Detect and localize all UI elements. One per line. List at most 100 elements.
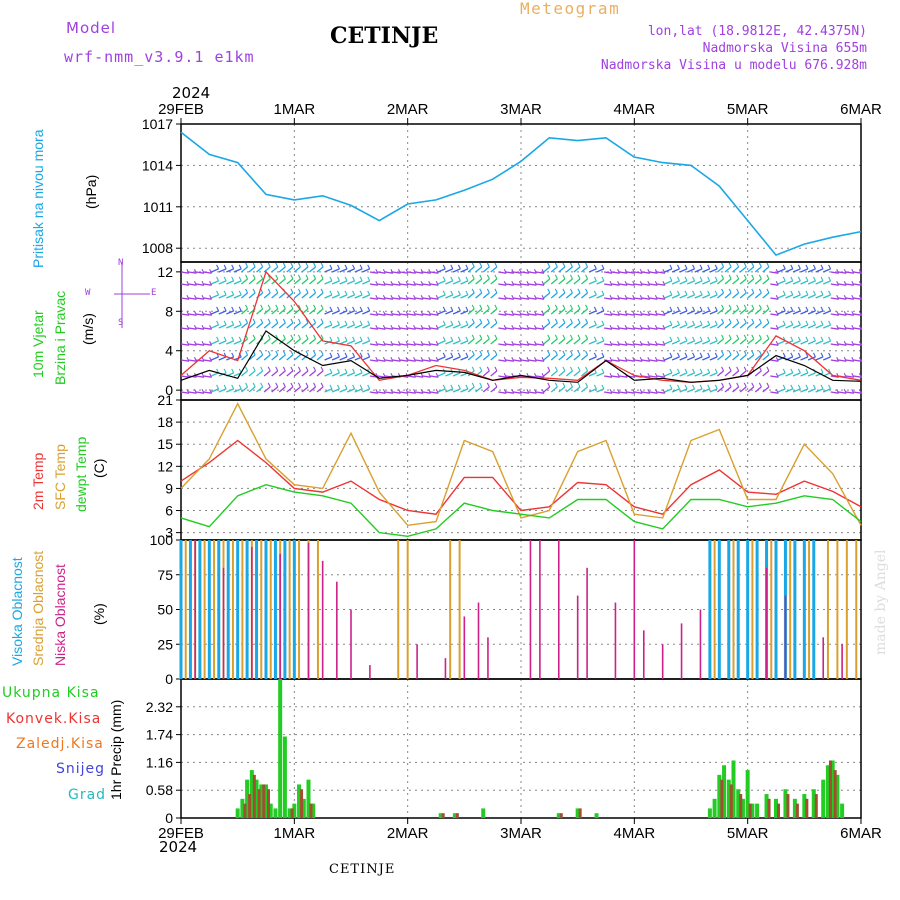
wind-barb — [316, 322, 324, 329]
wind-barb — [800, 268, 809, 273]
wind-barb — [331, 310, 340, 315]
wind-barb-flag — [662, 372, 666, 378]
wind-barb — [671, 388, 680, 393]
wind-barb — [248, 370, 256, 377]
wind-barb — [415, 343, 424, 346]
wind-barb — [634, 359, 643, 362]
wind-barb — [513, 313, 522, 316]
wind-barb — [445, 340, 454, 345]
wind-barb — [649, 375, 658, 378]
wind-barb — [739, 354, 747, 361]
wind-barb — [203, 327, 212, 330]
total-precip-bar — [835, 774, 840, 818]
wind-barb-flag — [577, 334, 581, 340]
total-precip-bar — [792, 798, 797, 818]
wind-barb — [845, 343, 854, 346]
wind-barb-flag — [554, 262, 558, 268]
wind-barb — [815, 356, 824, 361]
wind-barb — [671, 340, 680, 345]
wind-barb-flag — [442, 264, 446, 270]
wind-barb-flag — [766, 274, 770, 280]
wind-barb-flag — [684, 368, 688, 374]
wind-barb-flag — [486, 318, 490, 324]
wind-barb-flag — [828, 352, 832, 358]
wind-barb-flag — [782, 290, 786, 296]
wind-barb — [278, 308, 286, 315]
wind-barb-flag — [828, 320, 832, 326]
wind-barb-flag — [676, 306, 680, 312]
wind-barb-flag — [676, 368, 680, 374]
wind-barb-flag — [231, 384, 235, 390]
wind-barb-flag — [562, 318, 566, 324]
wind-barb — [724, 370, 732, 377]
wind-barb — [679, 388, 688, 393]
wind-barb-flag — [758, 382, 762, 388]
wind-barb — [626, 327, 635, 330]
wind-barb — [467, 338, 475, 345]
wind-barb — [498, 359, 507, 362]
wind-barb — [709, 388, 718, 393]
wind-barb — [369, 327, 378, 330]
wind-barb — [830, 297, 839, 300]
wind-barb-flag — [352, 352, 356, 358]
x-tick-label-top: 4MAR — [613, 101, 655, 118]
wind-barb — [415, 359, 424, 362]
wind-barb — [452, 388, 461, 393]
wind-barb-flag — [320, 334, 324, 340]
wind-barb — [331, 340, 340, 345]
low-cloud-bar — [444, 658, 447, 679]
wind-barb-flag — [320, 318, 324, 324]
wind-barb — [604, 327, 613, 330]
wind-barb-flag — [290, 382, 294, 388]
wind-barb-flag — [547, 274, 551, 280]
wind-barb — [770, 271, 779, 274]
x-tick-label-top: 6MAR — [840, 101, 882, 118]
wind-barb-flag — [820, 290, 824, 296]
wind-barb — [263, 370, 271, 377]
wind-barb-flag — [344, 368, 348, 374]
wind-barb — [800, 310, 809, 315]
wind-barb — [596, 310, 605, 315]
wind-barb-flag — [812, 336, 816, 342]
wind-barb-flag — [728, 350, 732, 356]
wind-barb-flag — [728, 288, 732, 294]
wind-barb — [543, 278, 551, 285]
conv-precip-bar — [828, 760, 832, 818]
wind-barb — [301, 266, 309, 273]
legend-total-rain: Ukupna Kisa — [2, 685, 100, 701]
wind-barb-flag — [344, 336, 348, 342]
wind-barb — [830, 343, 839, 346]
wind-barb — [196, 271, 205, 274]
wind-barb-flag — [782, 320, 786, 326]
wind-barb — [437, 280, 446, 285]
wind-barb — [498, 343, 507, 346]
wind-barb — [702, 310, 710, 315]
wind-barb-flag — [676, 276, 680, 282]
wind-barb-flag — [569, 304, 573, 310]
wind-barb — [226, 294, 234, 299]
wind-barb — [324, 294, 333, 299]
wind-barb-flag — [359, 276, 363, 282]
wind-barb — [815, 294, 824, 299]
wind-legend-n: N — [118, 258, 124, 268]
wind-barb — [445, 280, 454, 285]
footer-station: CETINJE — [329, 862, 396, 877]
wind-barb-flag — [562, 366, 566, 372]
wind-barb — [241, 354, 248, 361]
wind-barb-flag — [435, 280, 439, 286]
wind-barb-flag — [805, 290, 809, 296]
wind-barb — [649, 313, 658, 316]
conv-precip-bar — [777, 803, 780, 818]
wind-barb — [241, 292, 248, 299]
wind-barb — [543, 292, 551, 299]
wind-barb — [543, 266, 551, 273]
wind-barb-flag — [238, 290, 242, 296]
wind-barb-flag — [465, 290, 469, 296]
wind-barb — [747, 322, 755, 329]
wind-barb — [513, 271, 522, 274]
wind-barb — [611, 327, 620, 330]
wind-barb — [316, 308, 324, 315]
wind-barb-flag — [669, 336, 673, 342]
wind-barb-flag — [336, 320, 340, 326]
wind-barb — [407, 343, 416, 346]
